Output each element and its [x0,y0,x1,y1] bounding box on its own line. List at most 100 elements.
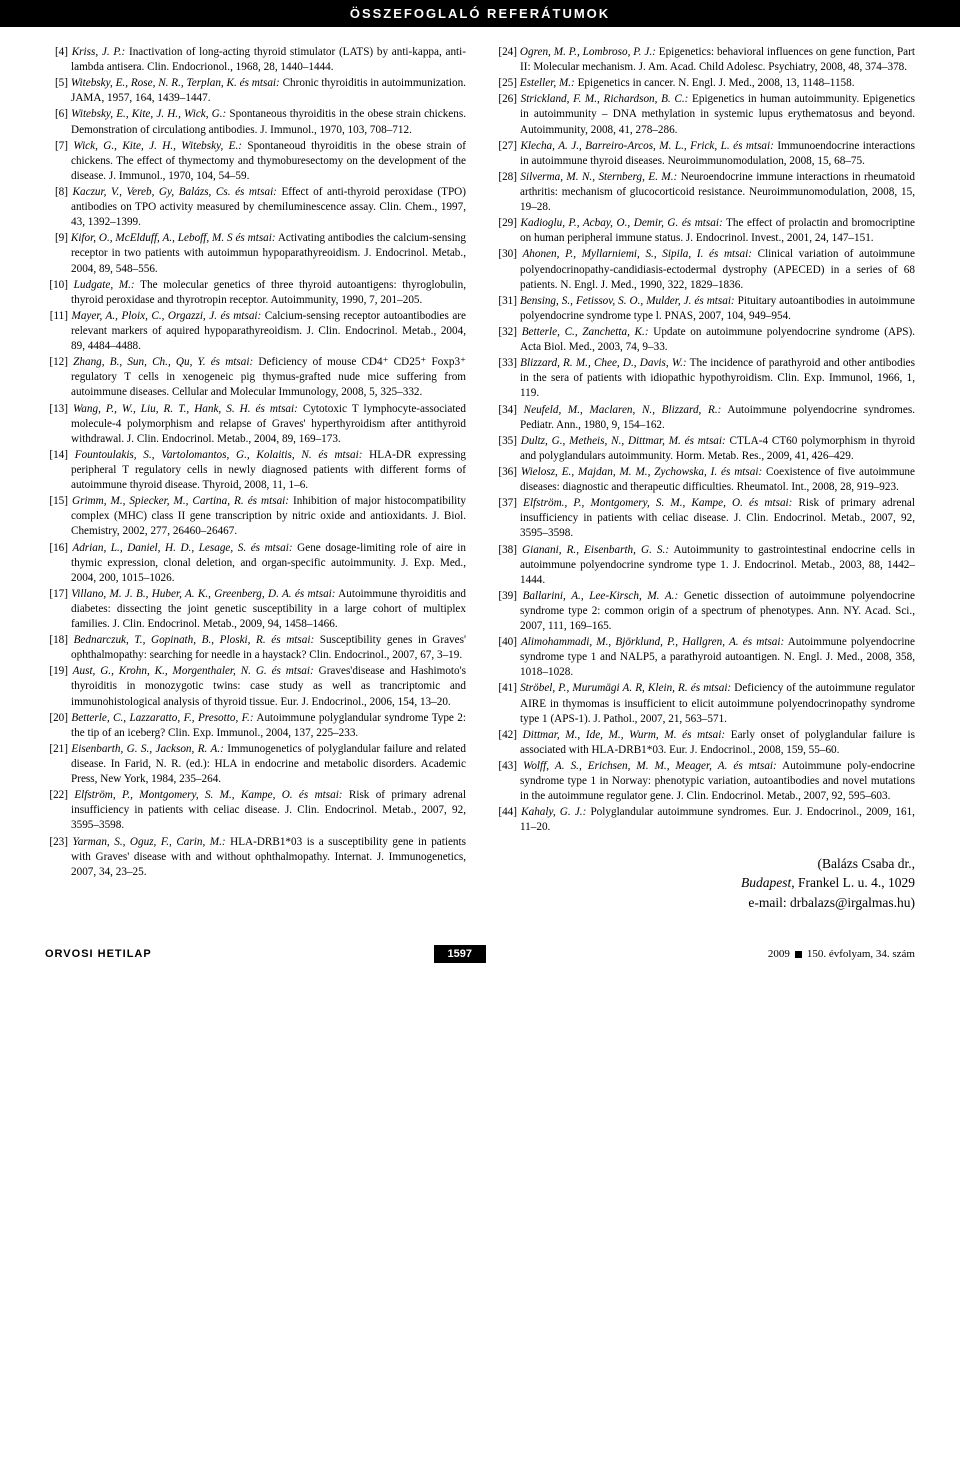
reference-authors: Esteller, M.: [517,77,575,89]
reference-authors: Dultz, G., Metheis, N., Dittmar, M. és m… [517,435,726,447]
reference-item: [9] Kifor, O., McElduff, A., Leboff, M. … [45,231,466,276]
reference-authors: Grimm, M., Spiecker, M., Cartina, R. és … [68,495,289,507]
reference-number: [33] [494,356,517,371]
reference-authors: Eisenbarth, G. S., Jackson, R. A.: [68,743,224,755]
reference-number: [31] [494,294,517,309]
reference-item: [27] Klecha, A. J., Barreiro-Arcos, M. L… [494,139,915,169]
reference-authors: Adrian, L., Daniel, H. D., Lesage, S. és… [68,542,293,554]
reference-authors: Yarman, S., Oguz, F., Carin, M.: [68,836,226,848]
reference-number: [23] [45,835,68,850]
reference-item: [33] Blizzard, R. M., Chee, D., Davis, W… [494,356,915,401]
reference-number: [38] [494,543,517,558]
reference-number: [32] [494,325,517,340]
reference-number: [43] [494,759,517,774]
reference-authors: Kadioglu, P., Acbay, O., Demir, G. és mt… [517,217,723,229]
reference-item: [8] Kaczur, V., Vereb, Gy, Balázs, Cs. é… [45,185,466,230]
reference-item: [37] Elfström., P., Montgomery, S. M., K… [494,496,915,541]
issue-info: 2009150. évfolyam, 34. szám [768,948,915,960]
reference-number: [26] [494,92,517,107]
reference-item: [6] Witebsky, E., Kite, J. H., Wick, G.:… [45,107,466,137]
reference-authors: Zhang, B., Sun, Ch., Qu, Y. és mtsai: [68,356,253,368]
reference-item: [28] Silverma, M. N., Sternberg, E. M.: … [494,170,915,215]
reference-number: [30] [494,247,517,262]
reference-item: [20] Betterle, C., Lazzaratto, F., Preso… [45,711,466,741]
reference-authors: Kaczur, V., Vereb, Gy, Balázs, Cs. és mt… [68,186,277,198]
reference-authors: Ströbel, P., Murumägi A. R, Klein, R. és… [517,682,731,694]
author-signature: (Balázs Csaba dr.,Budapest, Frankel L. u… [494,854,915,913]
reference-authors: Elfström, P., Montgomery, S. M., Kampe, … [68,789,343,801]
reference-item: [26] Strickland, F. M., Richardson, B. C… [494,92,915,137]
reference-authors: Mayer, A., Ploix, C., Orgazzi, J. és mts… [68,310,261,322]
journal-name: ORVOSI HETILAP [45,948,152,960]
reference-number: [24] [494,45,517,60]
reference-authors: Kriss, J. P.: [68,46,125,58]
reference-item: [29] Kadioglu, P., Acbay, O., Demir, G. … [494,216,915,246]
reference-number: [17] [45,587,68,602]
reference-item: [36] Wielosz, E., Majdan, M. M., Zychows… [494,465,915,495]
page-number: 1597 [434,945,486,963]
reference-number: [4] [45,45,68,60]
reference-authors: Klecha, A. J., Barreiro-Arcos, M. L., Fr… [517,140,774,152]
reference-authors: Wick, G., Kite, J. H., Witebsky, E.: [68,140,242,152]
reference-authors: Ludgate, M.: [68,279,135,291]
reference-authors: Ahonen, P., Myllarniemi, S., Sipila, I. … [517,248,752,260]
reference-number: [36] [494,465,517,480]
reference-number: [7] [45,139,68,154]
reference-text: Epigenetics in cancer. N. Engl. J. Med.,… [575,77,855,89]
reference-authors: Wang, P., W., Liu, R. T., Hank, S. H. és… [68,403,298,415]
reference-number: [16] [45,541,68,556]
reference-text: Inactivation of long-acting thyroid stim… [71,46,466,73]
reference-authors: Aust, G., Krohn, K., Morgenthaler, N. G.… [68,665,314,677]
reference-item: [25] Esteller, M.: Epigenetics in cancer… [494,76,915,91]
reference-number: [21] [45,742,68,757]
reference-item: [35] Dultz, G., Metheis, N., Dittmar, M.… [494,434,915,464]
reference-number: [35] [494,434,517,449]
reference-number: [34] [494,403,517,418]
page-footer: ORVOSI HETILAP 1597 2009150. évfolyam, 3… [0,937,960,978]
reference-number: [37] [494,496,517,511]
reference-item: [12] Zhang, B., Sun, Ch., Qu, Y. és mtsa… [45,355,466,400]
reference-authors: Alimohammadi, M., Björklund, P., Hallgre… [517,636,784,648]
reference-authors: Blizzard, R. M., Chee, D., Davis, W.: [517,357,687,369]
reference-authors: Witebsky, E., Rose, N. R., Terplan, K. é… [68,77,280,89]
reference-item: [13] Wang, P., W., Liu, R. T., Hank, S. … [45,402,466,447]
reference-authors: Ballarini, A., Lee-Kirsch, M. A.: [517,590,678,602]
reference-authors: Villano, M. J. B., Huber, A. K., Greenbe… [68,588,336,600]
reference-item: [43] Wolff, A. S., Erichsen, M. M., Meag… [494,759,915,804]
reference-item: [38] Gianani, R., Eisenbarth, G. S.: Aut… [494,543,915,588]
reference-item: [44] Kahaly, G. J.: Polyglandular autoim… [494,805,915,835]
reference-item: [16] Adrian, L., Daniel, H. D., Lesage, … [45,541,466,586]
reference-item: [34] Neufeld, M., Maclaren, N., Blizzard… [494,403,915,433]
section-header: ÖSSZEFOGLALÓ REFERÁTUMOK [0,0,960,27]
reference-item: [17] Villano, M. J. B., Huber, A. K., Gr… [45,587,466,632]
reference-item: [39] Ballarini, A., Lee-Kirsch, M. A.: G… [494,589,915,634]
reference-item: [32] Betterle, C., Zanchetta, K.: Update… [494,325,915,355]
reference-authors: Silverma, M. N., Sternberg, E. M.: [517,171,677,183]
reference-number: [18] [45,633,68,648]
reference-authors: Bednarczuk, T., Gopinath, B., Ploski, R.… [68,634,314,646]
reference-authors: Betterle, C., Lazzaratto, F., Presotto, … [68,712,254,724]
reference-item: [18] Bednarczuk, T., Gopinath, B., Plosk… [45,633,466,663]
reference-number: [19] [45,664,68,679]
reference-authors: Dittmar, M., Ide, M., Wurm, M. és mtsai: [517,729,725,741]
reference-authors: Fountoulakis, S., Vartolomantos, G., Kol… [68,449,362,461]
reference-item: [41] Ströbel, P., Murumägi A. R, Klein, … [494,681,915,726]
reference-item: [24] Ogren, M. P., Lombroso, P. J.: Epig… [494,45,915,75]
reference-authors: Kifor, O., McElduff, A., Leboff, M. S és… [68,232,276,244]
reference-number: [25] [494,76,517,91]
reference-item: [42] Dittmar, M., Ide, M., Wurm, M. és m… [494,728,915,758]
reference-number: [9] [45,231,68,246]
reference-item: [40] Alimohammadi, M., Björklund, P., Ha… [494,635,915,680]
reference-number: [11] [45,309,68,324]
reference-number: [44] [494,805,517,820]
reference-number: [42] [494,728,517,743]
reference-authors: Witebsky, E., Kite, J. H., Wick, G.: [68,108,226,120]
reference-authors: Ogren, M. P., Lombroso, P. J.: [517,46,656,58]
reference-authors: Strickland, F. M., Richardson, B. C.: [517,93,688,105]
reference-item: [4] Kriss, J. P.: Inactivation of long-a… [45,45,466,75]
reference-item: [7] Wick, G., Kite, J. H., Witebsky, E.:… [45,139,466,184]
reference-item: [30] Ahonen, P., Myllarniemi, S., Sipila… [494,247,915,292]
reference-item: [5] Witebsky, E., Rose, N. R., Terplan, … [45,76,466,106]
reference-number: [39] [494,589,517,604]
reference-authors: Neufeld, M., Maclaren, N., Blizzard, R.: [517,404,721,416]
